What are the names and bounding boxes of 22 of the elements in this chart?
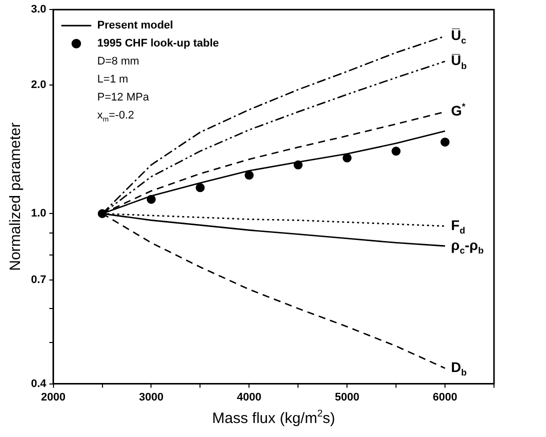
x-tick-label: 4000	[236, 391, 262, 404]
point	[440, 138, 450, 147]
annotation: P=12 MPa	[97, 92, 150, 104]
y-tick-label: 1.0	[30, 208, 46, 220]
annotation: L=1 m	[97, 74, 128, 86]
y-tick-label: 0.4	[30, 378, 48, 390]
y-axis-title: Normalized parameter	[7, 122, 24, 271]
point	[244, 170, 254, 180]
legend-label: 1995 CHF look-up table	[97, 38, 219, 50]
point	[392, 146, 401, 156]
series-label: G*	[451, 101, 466, 119]
legend-label: Present model	[97, 20, 174, 32]
point	[342, 153, 352, 162]
y-tick-label: 3.0	[30, 4, 46, 16]
x-tick-label: 3000	[138, 391, 164, 404]
y-tick-label: 2.0	[30, 78, 46, 91]
x-tick-label: 2000	[41, 391, 66, 404]
x-tick-label: 5000	[334, 391, 360, 404]
annotation: D=8 mm	[97, 56, 140, 68]
y-tick-label: 0.7	[30, 274, 46, 286]
x-tick-label: 6000	[432, 391, 458, 404]
point	[196, 183, 205, 192]
